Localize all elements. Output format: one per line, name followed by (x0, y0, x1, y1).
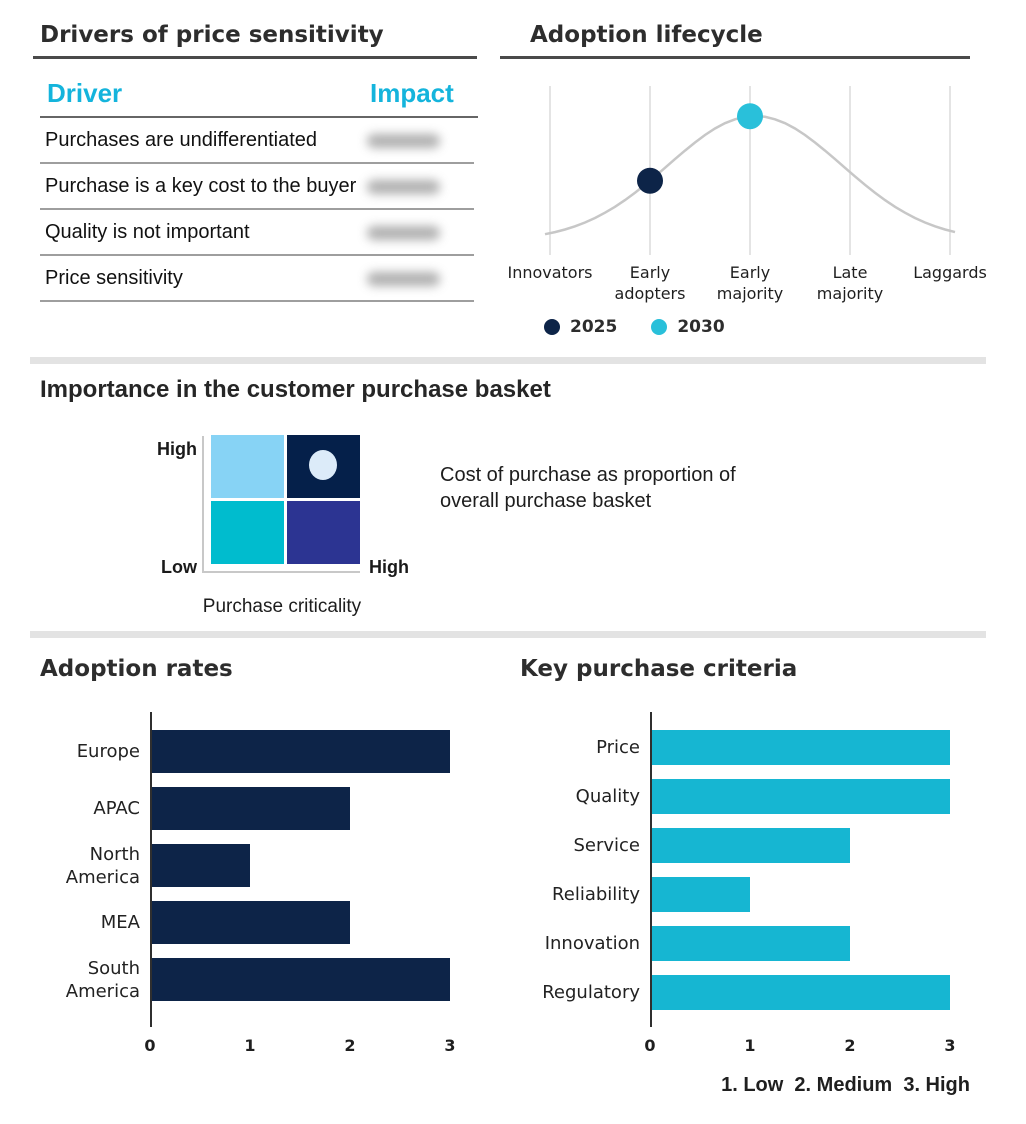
lifecycle-point-2025 (637, 167, 663, 194)
bar-reliability (652, 877, 750, 912)
table-cell-driver: Quality is not important (45, 221, 250, 243)
lifecycle-category-label: Laggards (913, 263, 987, 282)
bar-europe (152, 730, 450, 773)
table-row-rule (40, 208, 474, 210)
bar-regulatory (652, 975, 950, 1010)
criteria-scale-note: 1. Low 2. Medium 3. High (721, 1074, 970, 1096)
bar-category-label: Regulatory (542, 982, 640, 1003)
x-axis-tick: 2 (844, 1036, 856, 1055)
bar-service (652, 828, 850, 863)
lifecycle-legend: 2025 2030 (544, 317, 725, 337)
adoption-rates-title: Adoption rates (40, 656, 233, 682)
bar-category-label: Quality (575, 786, 640, 807)
table-cell-impact-redacted (367, 272, 440, 286)
x-axis-tick: 0 (644, 1036, 656, 1055)
price-table-title: Drivers of price sensitivity (40, 22, 384, 48)
bar-category-label: South America (65, 957, 140, 1002)
table-row-rule (40, 254, 474, 256)
table-cell-driver: Price sensitivity (45, 267, 183, 289)
table-cell-driver: Purchase is a key cost to the buyer (45, 175, 357, 197)
matrix-quadrant-top-left (211, 435, 284, 498)
price-table-body: Purchases are undifferentiated Purchase i… (40, 118, 478, 302)
matrix-y-axis (202, 436, 204, 573)
matrix-quadrant-bottom-left (211, 501, 284, 564)
matrix-xlabel: Purchase criticality (202, 596, 362, 617)
x-axis-tick: 3 (944, 1036, 956, 1055)
bar-south-america (152, 958, 450, 1001)
lifecycle-title: Adoption lifecycle (530, 22, 763, 48)
matrix-x-axis (202, 571, 360, 573)
bar-innovation (652, 926, 850, 961)
bar-chart-y-axis (650, 712, 652, 1027)
table-row-rule (40, 300, 474, 302)
lifecycle-category-label: Early majority (716, 263, 784, 303)
bar-apac (152, 787, 350, 830)
bar-category-label: North America (65, 843, 140, 888)
lifecycle-chart (544, 86, 956, 255)
bar-category-label: Price (596, 737, 640, 758)
legend-item-2030: 2030 (651, 317, 725, 337)
lifecycle-point-2030 (737, 103, 763, 130)
bar-quality (652, 779, 950, 814)
lifecycle-category-label: Early adopters (614, 263, 686, 303)
matrix-marker-dot (309, 450, 337, 480)
table-cell-impact-redacted (367, 134, 440, 148)
matrix-quadrant-bottom-right (287, 501, 360, 564)
lifecycle-category-label: Innovators (507, 263, 593, 282)
table-col-impact: Impact (370, 78, 454, 108)
table-row-rule (40, 162, 474, 164)
table-header-rule (40, 116, 478, 118)
bar-north-america (152, 844, 250, 887)
table-col-driver: Driver (47, 78, 123, 108)
matrix-y-low-label: Low (161, 557, 197, 577)
matrix-x-high-label: High (369, 557, 409, 577)
matrix-title: Importance in the customer purchase bask… (40, 376, 551, 403)
bar-category-label: Europe (76, 741, 140, 762)
legend-label: 2025 (570, 317, 618, 337)
legend-dot-icon (544, 319, 560, 335)
x-axis-tick: 3 (444, 1036, 456, 1055)
x-axis-tick: 2 (344, 1036, 356, 1055)
table-row: Price sensitivity (40, 256, 478, 302)
table-row: Purchase is a key cost to the buyer (40, 164, 478, 210)
bar-price (652, 730, 950, 765)
adoption-rates-chart: Europe APAC North America MEA South America 0… (30, 694, 490, 1064)
table-row: Purchases are undifferentiated (40, 118, 478, 164)
legend-dot-icon (651, 319, 668, 335)
bar-mea (152, 901, 350, 944)
table-cell-driver: Purchases are undifferentiated (45, 129, 318, 151)
table-row: Quality is not important (40, 210, 478, 256)
bar-category-label: Innovation (544, 933, 640, 954)
matrix-y-high-label: High (157, 439, 197, 459)
bar-category-label: MEA (100, 912, 140, 933)
key-criteria-title: Key purchase criteria (520, 656, 798, 682)
x-axis-tick: 1 (744, 1036, 756, 1055)
legend-label: 2030 (677, 317, 725, 337)
bar-chart-y-axis (150, 712, 152, 1027)
table-cell-impact-redacted (367, 180, 440, 194)
matrix-quadrant-top-right (287, 435, 360, 498)
bar-category-label: Reliability (552, 884, 640, 905)
lifecycle-category-label: Late majority (816, 263, 884, 303)
title-underline-left (33, 56, 477, 59)
section-divider-1 (30, 357, 986, 364)
title-underline-right (500, 56, 970, 59)
table-cell-impact-redacted (367, 226, 440, 240)
legend-item-2025: 2025 (544, 317, 617, 337)
x-axis-tick: 1 (244, 1036, 256, 1055)
matrix-annotation: Cost of purchase as proportion of overal… (440, 464, 736, 512)
key-criteria-chart: Price Quality Service Reliability Innovation… (500, 694, 1000, 1064)
bar-category-label: APAC (93, 798, 140, 819)
x-axis-tick: 0 (144, 1036, 156, 1055)
bar-category-label: Service (573, 835, 640, 856)
section-divider-2 (30, 631, 986, 638)
